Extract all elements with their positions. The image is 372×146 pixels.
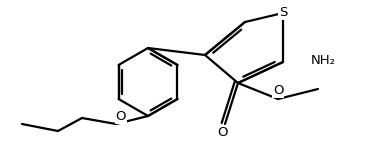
Text: NH₂: NH₂ xyxy=(311,53,336,66)
Text: S: S xyxy=(279,7,287,20)
Text: O: O xyxy=(217,126,227,139)
Text: O: O xyxy=(273,85,283,98)
Text: O: O xyxy=(116,111,126,124)
